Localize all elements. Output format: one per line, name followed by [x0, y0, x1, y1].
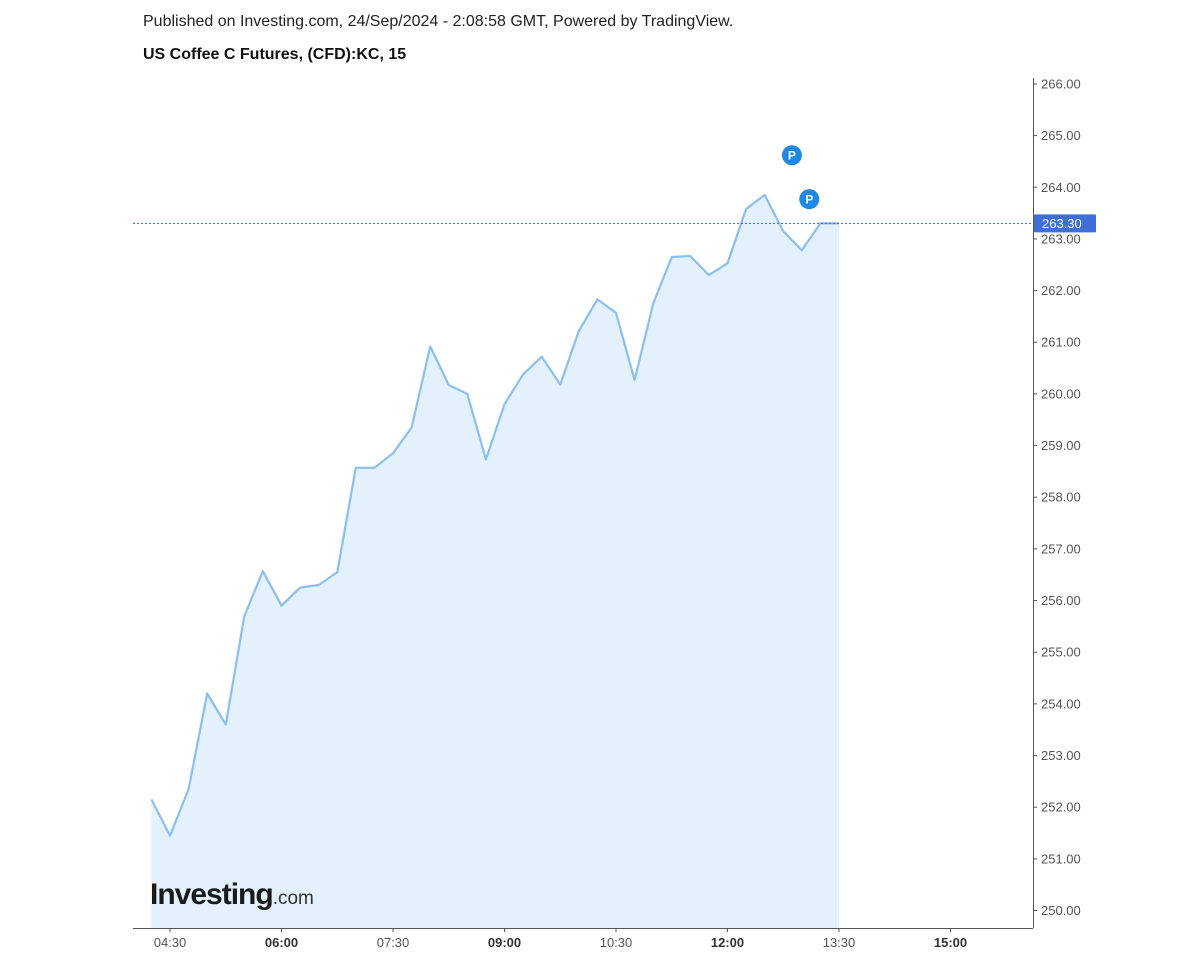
x-tick-label: 07:30	[377, 935, 410, 950]
event-marker: P	[781, 145, 802, 166]
price-line-layer	[150, 193, 839, 837]
event-marker: P	[799, 189, 820, 210]
y-tick-label: 264.00	[1041, 180, 1081, 195]
x-tick-label: 15:00	[934, 935, 967, 950]
published-caption: Published on Investing.com, 24/Sep/2024 …	[143, 13, 734, 30]
event-markers: PP	[781, 145, 820, 210]
logo-suffix: .com	[272, 888, 314, 909]
y-tick-label: 257.00	[1041, 541, 1081, 556]
y-tick-label: 252.00	[1041, 800, 1081, 815]
y-tick-label: 253.00	[1041, 748, 1081, 763]
event-marker-label: P	[788, 149, 796, 163]
logo-main: Investing	[150, 878, 274, 911]
axes	[133, 78, 1034, 929]
y-tick-label: 261.00	[1041, 335, 1081, 350]
event-marker-circle	[781, 145, 802, 166]
y-tick-label: 263.00	[1041, 231, 1081, 246]
x-axis-ticks: 04:30 06:00 07:30 09:00 10:30 12:00 13:30 15:00	[154, 928, 967, 950]
y-tick-label: 260.00	[1041, 386, 1081, 401]
y-tick-label: 254.00	[1041, 696, 1081, 711]
event-marker-circle	[799, 189, 820, 210]
y-axis-ticks: 250.00 251.00 252.00 253.00 254.00 255.00 256.…	[1033, 76, 1081, 918]
event-marker-label: P	[805, 193, 813, 207]
last-price-badge	[1034, 214, 1096, 233]
area-fill	[151, 195, 839, 928]
last-price-label: 263.30	[1042, 216, 1082, 231]
x-tick-label: 13:30	[823, 935, 856, 950]
y-tick-label: 266.00	[1041, 76, 1081, 91]
symbol-title: US Coffee C Futures, (CFD):KC, 15	[143, 46, 407, 63]
x-tick-label: 10:30	[600, 935, 633, 950]
series-line	[150, 193, 839, 837]
area-fill-layer	[151, 195, 839, 928]
x-tick-label: 09:00	[488, 935, 521, 950]
last-price-layer: 263.30	[133, 214, 1096, 233]
x-tick-label: 04:30	[154, 935, 187, 950]
y-tick-label: 256.00	[1041, 593, 1081, 608]
y-tick-label: 250.00	[1041, 903, 1081, 918]
y-tick-label: 262.00	[1041, 283, 1081, 298]
investing-logo: Investing.com	[150, 878, 314, 912]
y-tick-label: 259.00	[1041, 438, 1081, 453]
x-tick-label: 06:00	[265, 935, 298, 950]
y-tick-label: 265.00	[1041, 128, 1081, 143]
y-tick-label: 258.00	[1041, 490, 1081, 505]
y-tick-label: 251.00	[1041, 851, 1081, 866]
y-tick-label: 255.00	[1041, 645, 1081, 660]
x-tick-label: 12:00	[711, 935, 744, 950]
